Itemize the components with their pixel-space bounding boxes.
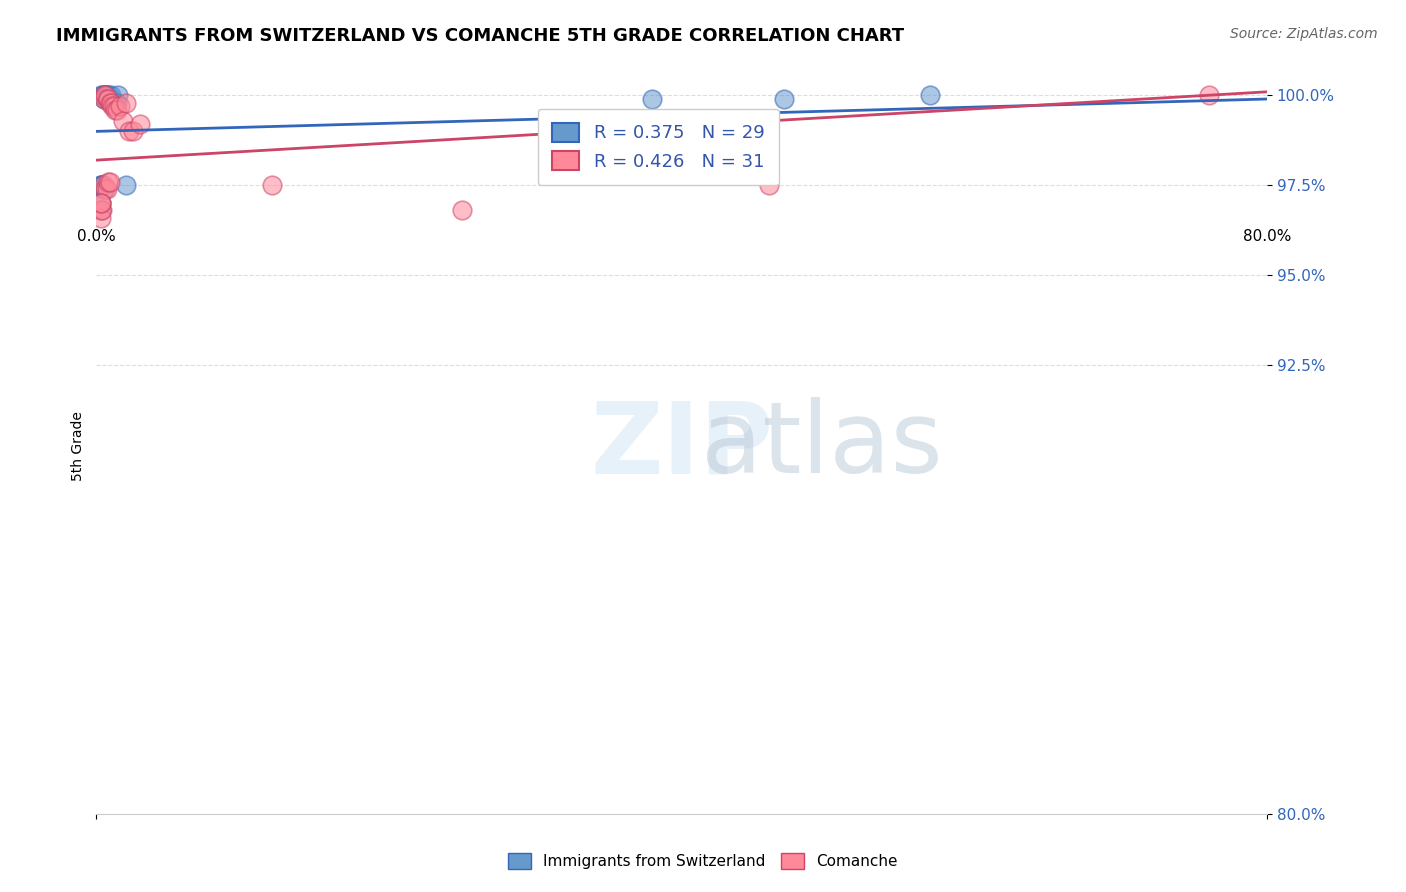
Point [105,95,128,110]
Point [90,203,112,218]
Point [104,103,127,117]
Point [90,196,112,211]
Point [97,175,120,189]
Point [96,182,118,196]
Point [100,88,122,103]
Point [114,178,136,193]
Point [94,88,117,103]
Text: IMMIGRANTS FROM SWITZERLAND VS COMANCHE 5TH GRADE CORRELATION CHART: IMMIGRANTS FROM SWITZERLAND VS COMANCHE … [56,27,904,45]
Legend: R = 0.375   N = 29, R = 0.426   N = 31: R = 0.375 N = 29, R = 0.426 N = 31 [537,109,779,186]
Point [97,88,120,103]
Point [93,92,115,106]
Point [90,196,112,211]
Text: 80.0%: 80.0% [1243,228,1291,244]
Point [122,124,145,138]
Point [94,88,117,103]
Legend: Immigrants from Switzerland, Comanche: Immigrants from Switzerland, Comanche [502,847,904,875]
Point [105,103,128,117]
Point [108,99,131,113]
Point [96,88,118,103]
Point [920,88,942,103]
Y-axis label: 5th Grade: 5th Grade [72,411,86,481]
Point [641,92,664,106]
Point [103,95,125,110]
Point [114,95,136,110]
Point [90,203,112,218]
Point [91,88,114,103]
Point [101,99,124,113]
Text: atlas: atlas [702,398,943,494]
Point [93,178,115,193]
Point [100,92,122,106]
Point [97,92,120,106]
Point [97,92,120,106]
Point [90,178,112,193]
Point [98,95,121,110]
Point [96,92,118,106]
Text: ZIP: ZIP [591,398,773,494]
Point [94,88,117,103]
Point [90,88,112,103]
Point [103,99,125,113]
Point [101,95,124,110]
Point [93,88,115,103]
Point [90,211,112,225]
Point [758,178,780,193]
Text: Source: ZipAtlas.com: Source: ZipAtlas.com [1230,27,1378,41]
Point [107,88,129,103]
Point [93,88,115,103]
Point [98,92,121,106]
Point [90,196,112,211]
Text: 0.0%: 0.0% [77,228,115,244]
Point [94,182,117,196]
Point [100,95,122,110]
Point [90,178,112,193]
Point [96,88,118,103]
Point [98,175,121,189]
Point [90,178,112,193]
Point [1198,88,1220,103]
Point [91,178,114,193]
Point [129,117,152,131]
Point [91,203,114,218]
Point [260,178,283,193]
Point [104,95,127,110]
Point [93,92,115,106]
Point [451,203,474,218]
Point [111,113,134,128]
Point [117,124,139,138]
Point [773,92,796,106]
Point [93,182,115,196]
